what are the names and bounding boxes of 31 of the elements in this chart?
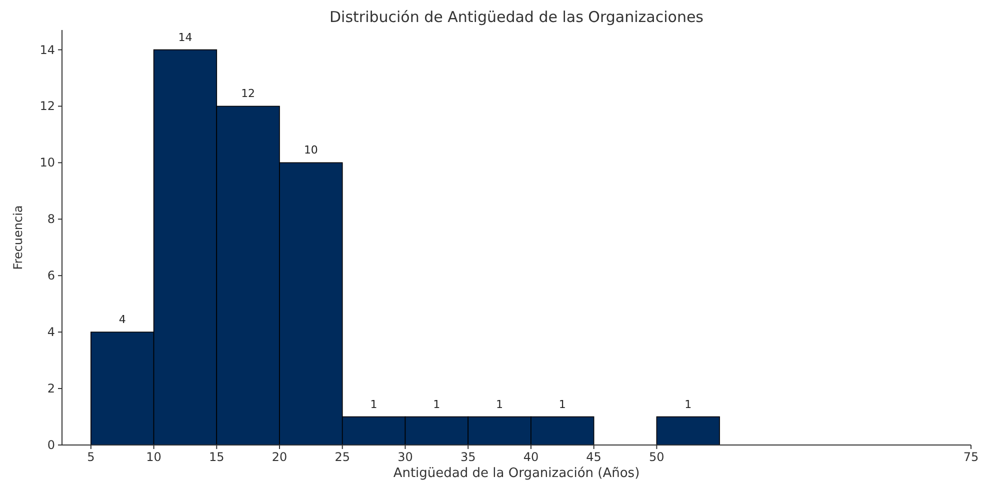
- chart-title: Distribución de Antigüedad de las Organizaciones: [329, 8, 704, 26]
- x-tick-label: 35: [460, 450, 476, 464]
- x-axis-title: Antigüedad de la Organización (Años): [393, 466, 640, 481]
- y-tick-label: 8: [47, 212, 55, 226]
- data-label: 1: [558, 398, 566, 411]
- y-tick-label: 12: [40, 99, 55, 114]
- data-label: 14: [178, 30, 192, 44]
- data-label: 12: [241, 87, 256, 100]
- x-tick-label: 20: [272, 450, 288, 464]
- x-tick-label: 30: [398, 450, 413, 464]
- x-tick-label: 10: [146, 450, 162, 464]
- x-tick-label: 5: [87, 450, 95, 464]
- y-tick-label: 0: [47, 438, 55, 452]
- y-tick-label: 2: [47, 382, 55, 396]
- x-tick-label: 40: [523, 450, 539, 464]
- y-tick-label: 4: [47, 325, 55, 340]
- x-tick-label: 25: [334, 450, 350, 464]
- y-axis-title: Frecuencia: [11, 205, 25, 270]
- x-tick-label: 50: [649, 450, 664, 464]
- data-label: 1: [684, 398, 692, 411]
- data-label: 4: [118, 313, 126, 326]
- data-label: 1: [370, 398, 378, 411]
- data-label: 1: [496, 398, 504, 411]
- x-tick-label: 45: [586, 450, 602, 464]
- y-tick-label: 14: [40, 42, 55, 57]
- y-tick-label: 6: [47, 268, 55, 283]
- x-tick-label: 75: [963, 450, 979, 464]
- data-label: 1: [433, 398, 440, 411]
- y-tick-label: 10: [40, 156, 55, 170]
- x-tick-label: 15: [209, 450, 224, 464]
- data-label: 10: [304, 144, 318, 157]
